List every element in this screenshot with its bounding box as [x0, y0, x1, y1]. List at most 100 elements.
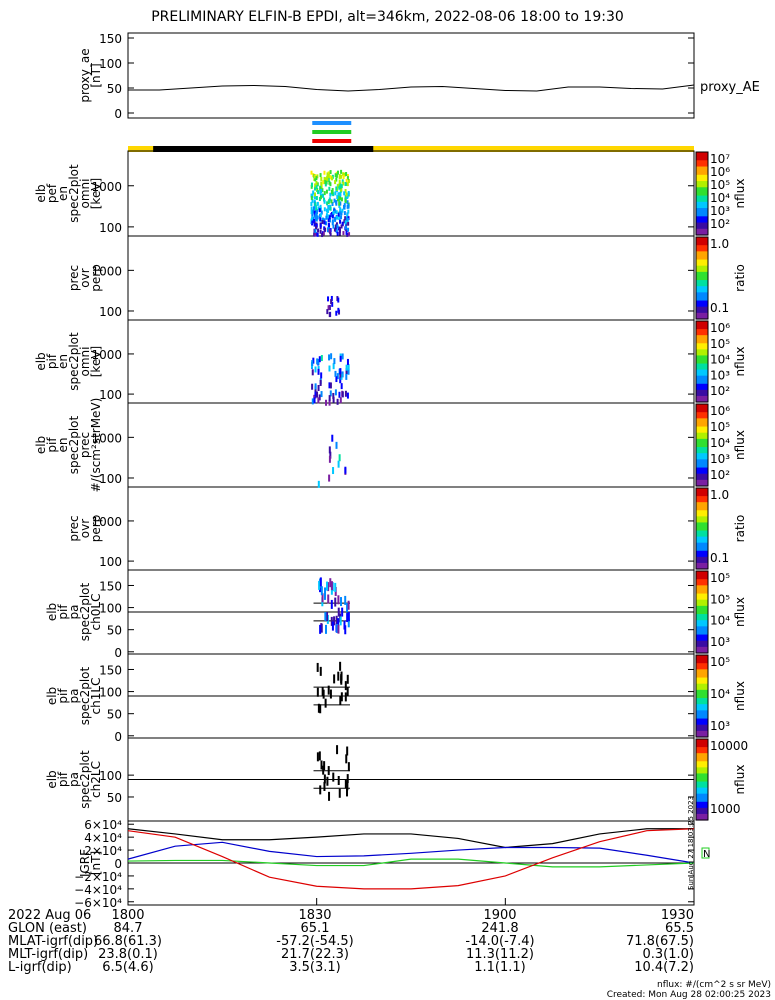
colorbar-cell	[696, 749, 708, 752]
footer-row-value: 6.5(4.6)	[102, 960, 154, 975]
heatmap-cell	[328, 215, 331, 220]
heatmap-cell	[345, 172, 348, 177]
colorbar-cell	[696, 502, 708, 505]
colorbar-elb_pif_pa_ch1LC	[695, 654, 709, 738]
heatmap-cell	[323, 170, 326, 175]
colorbar-cell	[696, 451, 708, 454]
heatmap-cell	[344, 466, 347, 474]
heatmap-cell	[310, 195, 313, 200]
colorbar-tick-label: 10⁶	[710, 321, 730, 335]
heatmap-cell	[339, 616, 342, 626]
y-axis-label: elb	[45, 687, 59, 705]
colorbar-cell	[696, 367, 708, 371]
igrf-line-green	[127, 858, 695, 868]
colorbar-cell	[696, 751, 708, 754]
heatmap-cell	[335, 615, 338, 625]
heatmap-cell	[331, 214, 334, 219]
y-axis-label: elb	[45, 770, 59, 788]
colorbar-tick-label: 10²	[710, 468, 730, 482]
y-tick-label: 100	[99, 555, 122, 569]
heatmap-cell	[336, 231, 339, 236]
colorbar-cell	[696, 795, 708, 799]
colorbar-cell	[696, 546, 708, 550]
colorbar-cell	[696, 577, 708, 580]
y-tick-label: 100	[99, 305, 122, 319]
y-axis-label: spec2plot	[67, 164, 81, 223]
y-tick-label: 150	[99, 32, 122, 46]
heatmap-cell	[321, 687, 324, 697]
heatmap-cell	[340, 675, 343, 685]
heatmap-cell	[338, 179, 341, 184]
colorbar-cell	[696, 609, 708, 613]
colorbar-cell	[696, 498, 708, 501]
heatmap-cell	[334, 209, 337, 214]
heatmap-cell	[335, 229, 338, 234]
heatmap-cell	[314, 202, 317, 207]
colorbar-cell	[696, 571, 708, 574]
colorbar-prec_ovr_perp_i	[695, 487, 709, 570]
colorbar-cell	[696, 512, 708, 515]
colorbar-cell	[696, 399, 708, 403]
colorbar-cell	[696, 440, 708, 444]
footer-row-value: 84.7	[113, 921, 143, 936]
colorbar-cell	[696, 642, 708, 646]
heatmap-cell	[346, 746, 349, 756]
heatmap-cell	[346, 173, 349, 178]
colorbar-elb_pif_en_prec	[695, 403, 709, 487]
heatmap-cell	[319, 186, 322, 191]
heatmap-cell	[329, 170, 332, 175]
heatmap-elb_pif_pa_ch1LC	[128, 661, 694, 714]
y-axis-label: #/(scm²strMeV)	[89, 398, 103, 493]
heatmap-cell	[338, 199, 341, 204]
heatmap-cell	[320, 176, 323, 181]
y-tick-label: 2×10⁴	[84, 844, 122, 858]
y-tick-label: −4×10⁴	[74, 883, 122, 897]
colorbar-cell	[696, 783, 708, 787]
colorbar-cell	[696, 630, 708, 634]
y-axis-label: ovr	[78, 519, 92, 538]
y-axis-label: [keV]	[89, 178, 103, 209]
units-note: nflux: #/(cm^2 s sr MeV)	[657, 980, 771, 990]
heatmap-cell	[335, 186, 338, 191]
colorbar-tick-label: 10⁴	[710, 191, 730, 205]
colorbar-cell	[696, 166, 708, 170]
footer-row-value: 23.8(0.1)	[98, 947, 158, 962]
colorbar-cell	[696, 349, 708, 352]
colorbar-cell	[696, 712, 708, 716]
heatmap-cell	[312, 209, 315, 214]
colorbar-cell	[696, 359, 708, 363]
colorbar-cell	[696, 767, 708, 770]
colorbar-cell	[696, 510, 708, 513]
y-axis-label: pa	[67, 605, 81, 620]
colorbar-cell	[696, 597, 708, 601]
colorbar-cell	[696, 811, 708, 815]
heatmap-cell	[340, 211, 343, 216]
panel-frame-elb_pif_en_prec	[127, 402, 695, 488]
colorbar-cell	[696, 722, 708, 726]
heatmap-cell	[335, 171, 338, 176]
y-axis-label: pif	[45, 437, 59, 453]
heatmap-cell	[341, 179, 344, 184]
colorbar-cell	[696, 789, 708, 793]
heatmap-cell	[319, 207, 322, 212]
colorbar-tick-label: 10⁶	[710, 165, 730, 179]
colorbar-cell	[696, 381, 708, 385]
colorbar-cell	[696, 222, 708, 226]
heatmap-cell	[344, 681, 347, 691]
colorbar-cell	[696, 624, 708, 627]
heatmap-cell	[336, 197, 339, 202]
heatmap-cell	[320, 391, 323, 398]
colorbar-label: nflux	[733, 179, 747, 209]
colorbar-cell	[696, 685, 708, 689]
colorbar-cell	[696, 329, 708, 332]
colorbar-cell	[696, 197, 708, 201]
colorbar-cell	[696, 479, 708, 483]
heatmap-elb_pif_en_omni	[310, 353, 350, 406]
heatmap-cell	[345, 754, 348, 764]
heatmap-cell	[340, 692, 343, 702]
heatmap-cell	[321, 593, 324, 603]
heatmap-cell	[321, 193, 324, 198]
colorbar-cell	[696, 628, 708, 632]
colorbar-cell	[696, 345, 708, 348]
colorbar-cell	[696, 294, 708, 298]
